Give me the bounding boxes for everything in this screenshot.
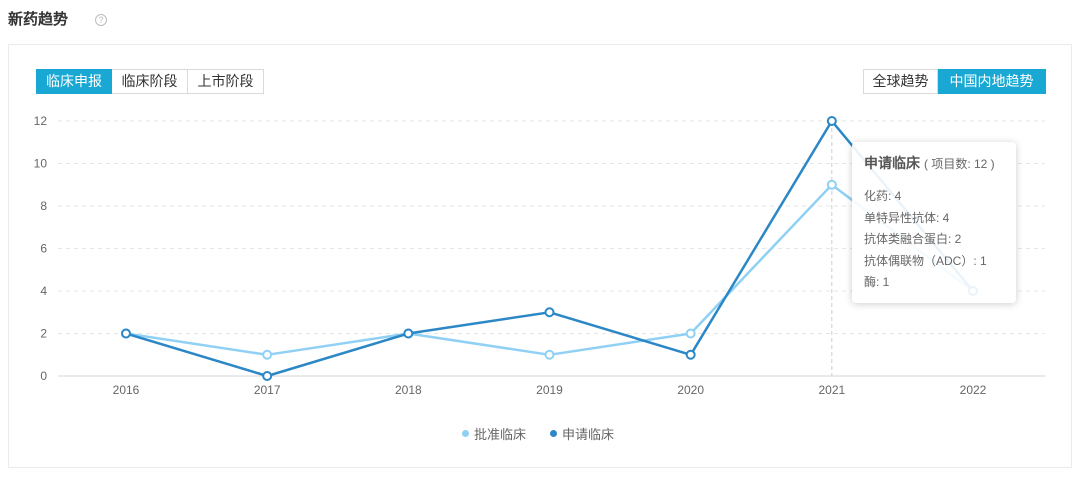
- x-tick-label: 2019: [536, 383, 563, 397]
- legend-dot: [550, 429, 558, 437]
- tooltip-items: 化药: 4 单特异性抗体: 4 抗体类融合蛋白: 2 抗体偶联物（ADC）: 1…: [864, 186, 1004, 294]
- tooltip-title: 申请临床 ( 项目数: 12 ): [864, 153, 1004, 173]
- y-tick-label: 6: [40, 242, 47, 256]
- y-tick-label: 12: [34, 114, 48, 128]
- tab-china-mainland-trend[interactable]: 中国内地趋势: [938, 69, 1046, 94]
- tab-clinical-application[interactable]: 临床申报: [36, 69, 112, 94]
- data-point[interactable]: [685, 328, 696, 339]
- x-tick-label: 2020: [677, 383, 704, 397]
- data-point[interactable]: [403, 328, 414, 339]
- legend-label: 批准临床: [474, 426, 527, 442]
- series-line-1: [124, 183, 975, 357]
- data-point[interactable]: [826, 116, 837, 126]
- legend-item-approved[interactable]: 批准临床: [462, 424, 526, 442]
- x-tick-label: 2021: [818, 383, 845, 397]
- data-point[interactable]: [826, 179, 837, 190]
- data-point[interactable]: [121, 328, 131, 339]
- y-tick-label: 10: [34, 157, 48, 171]
- legend-dot: [462, 429, 469, 437]
- question-circle-icon[interactable]: ?: [95, 14, 107, 26]
- x-tick-label: 2018: [395, 383, 422, 397]
- tooltip-item: 酶: 1: [864, 275, 890, 289]
- tooltip-item: 单特异性抗体: 4: [864, 210, 950, 225]
- page-title: 新药趋势: [8, 11, 69, 28]
- chart-tooltip: 申请临床 ( 项目数: 12 ) 化药: 4 单特异性抗体: 4 抗体类融合蛋白:…: [852, 142, 1016, 303]
- trend-card: 临床申报 临床阶段 上市阶段 全球趋势 中国内地趋势 0 2 4 6 8 10 12 2016…: [8, 44, 1072, 468]
- y-tick-label: 2: [40, 327, 47, 341]
- y-tick-label: 4: [40, 284, 47, 298]
- tab-market-phase[interactable]: 上市阶段: [188, 69, 264, 94]
- tooltip-series-name: 申请临床: [864, 155, 920, 171]
- y-tick-label: 0: [40, 369, 47, 383]
- legend-label: 申请临床: [562, 426, 615, 442]
- tab-clinical-phase[interactable]: 临床阶段: [112, 69, 188, 94]
- data-point[interactable]: [685, 349, 696, 360]
- region-tab-group: 全球趋势 中国内地趋势: [863, 69, 1046, 94]
- y-tick-label: 8: [40, 199, 47, 213]
- tooltip-count: ( 项目数: 12 ): [924, 157, 995, 171]
- tab-global-trend[interactable]: 全球趋势: [863, 69, 938, 94]
- data-point[interactable]: [544, 349, 555, 360]
- line-chart: 0 2 4 6 8 10 12 2016 2017 2018 2019 2020 2021 2022: [34, 114, 1045, 397]
- data-point[interactable]: [544, 307, 555, 318]
- chart-legend: 批准临床 申请临床: [462, 424, 638, 442]
- data-point[interactable]: [262, 371, 273, 381]
- x-tick-label: 2022: [960, 383, 987, 397]
- x-tick-label: 2017: [254, 383, 281, 397]
- x-tick-label: 2016: [113, 383, 140, 397]
- tooltip-item: 抗体类融合蛋白: 2: [864, 232, 962, 246]
- legend-item-applied[interactable]: 申请临床: [550, 424, 614, 442]
- tooltip-item: 抗体偶联物（ADC）: 1: [864, 253, 987, 268]
- data-point[interactable]: [262, 349, 273, 360]
- phase-tab-group: 临床申报 临床阶段 上市阶段: [36, 69, 264, 94]
- tooltip-item: 化药: 4: [864, 189, 902, 203]
